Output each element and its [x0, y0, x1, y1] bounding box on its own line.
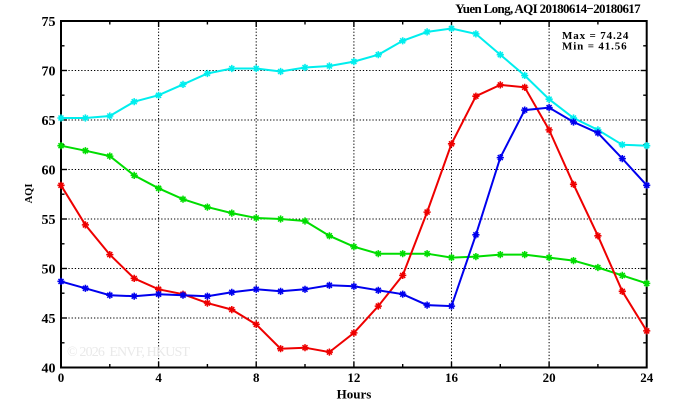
svg-text:70: 70 — [42, 65, 56, 80]
svg-text:4: 4 — [155, 370, 162, 385]
svg-text:65: 65 — [42, 114, 56, 129]
svg-text:16: 16 — [445, 370, 459, 385]
svg-text:24: 24 — [640, 370, 654, 385]
svg-text:40: 40 — [42, 362, 56, 377]
svg-text:8: 8 — [253, 370, 260, 385]
svg-text:Hours: Hours — [337, 386, 372, 401]
svg-text:55: 55 — [42, 213, 56, 228]
svg-text:20: 20 — [543, 370, 556, 385]
svg-text:Max = 74.24: Max = 74.24 — [562, 30, 629, 42]
svg-text:Min = 41.56: Min = 41.56 — [562, 41, 627, 53]
svg-text:0: 0 — [58, 370, 65, 385]
svg-text:© 2026 ENVF, HKUST: © 2026 ENVF, HKUST — [67, 345, 190, 360]
svg-text:45: 45 — [42, 312, 56, 327]
svg-text:12: 12 — [347, 370, 360, 385]
svg-text:Yuen Long, AQI 20180614−201806: Yuen Long, AQI 20180614−20180617 — [455, 1, 641, 16]
svg-text:60: 60 — [42, 164, 56, 179]
svg-text:75: 75 — [42, 15, 56, 30]
svg-text:AQI: AQI — [24, 184, 35, 204]
svg-text:50: 50 — [42, 263, 56, 278]
